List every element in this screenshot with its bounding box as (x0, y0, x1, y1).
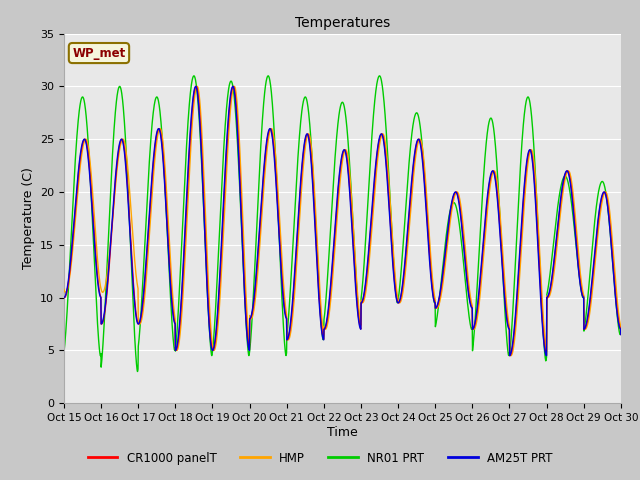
Text: WP_met: WP_met (72, 47, 125, 60)
X-axis label: Time: Time (327, 426, 358, 439)
Legend: CR1000 panelT, HMP, NR01 PRT, AM25T PRT: CR1000 panelT, HMP, NR01 PRT, AM25T PRT (83, 447, 557, 469)
Title: Temperatures: Temperatures (295, 16, 390, 30)
Y-axis label: Temperature (C): Temperature (C) (22, 168, 35, 269)
